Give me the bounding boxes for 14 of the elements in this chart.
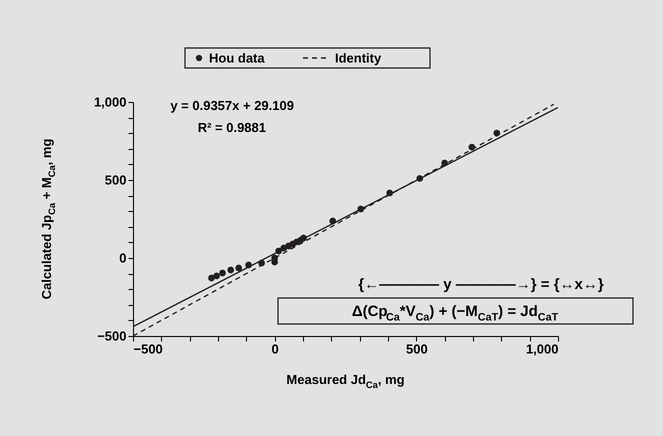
x-tick-label: −500 (134, 342, 163, 356)
y-tick-label: 500 (104, 172, 126, 188)
y-tick-label: 0 (119, 250, 126, 266)
y-tick-label: 1,000 (94, 94, 126, 110)
x-tick-label: 0 (272, 342, 279, 356)
annotation: {←———— y ————→} = {↔x↔} (358, 276, 604, 293)
legend-label: Identity (335, 50, 382, 66)
annotation: y = 0.9357x + 29.109 (170, 98, 294, 113)
x-tick-label: 1,000 (526, 342, 558, 356)
annotation: R² = 0.9881 (198, 120, 266, 135)
y-tick-label: −500 (97, 328, 126, 344)
x-tick-label: 500 (406, 342, 428, 356)
legend-label: Hou data (209, 50, 266, 66)
y-axis-title: Calculated JpCa + MCa, mg (39, 138, 57, 300)
